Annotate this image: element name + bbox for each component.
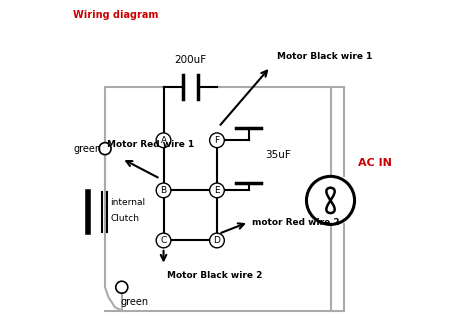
- Text: C: C: [160, 236, 167, 245]
- Text: Wiring diagram: Wiring diagram: [73, 10, 159, 20]
- Text: Clutch: Clutch: [110, 214, 139, 223]
- Text: Motor Black wire 1: Motor Black wire 1: [277, 52, 373, 61]
- Circle shape: [210, 133, 224, 148]
- Text: Motor Red wire 1: Motor Red wire 1: [107, 140, 194, 149]
- Circle shape: [156, 233, 171, 248]
- Text: internal: internal: [110, 198, 145, 207]
- Text: 200uF: 200uF: [174, 55, 206, 65]
- Text: green: green: [73, 144, 101, 154]
- Text: F: F: [214, 136, 219, 145]
- Text: AC IN: AC IN: [358, 158, 392, 168]
- Text: D: D: [213, 236, 220, 245]
- Text: motor Red wire 2: motor Red wire 2: [252, 218, 340, 226]
- Text: B: B: [161, 186, 166, 195]
- Circle shape: [156, 133, 171, 148]
- Text: green: green: [120, 297, 148, 307]
- Text: Motor Black wire 2: Motor Black wire 2: [167, 271, 262, 280]
- Text: A: A: [161, 136, 166, 145]
- Circle shape: [156, 183, 171, 198]
- Text: E: E: [214, 186, 220, 195]
- Circle shape: [210, 183, 224, 198]
- Text: 35uF: 35uF: [264, 150, 291, 160]
- Circle shape: [210, 233, 224, 248]
